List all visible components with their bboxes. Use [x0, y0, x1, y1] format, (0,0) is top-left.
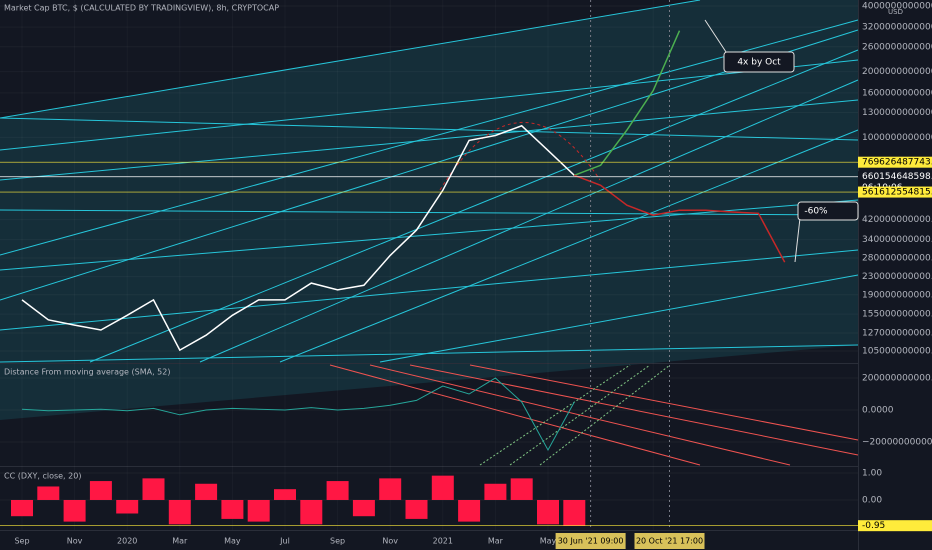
y-tick-label: 190000000000.0000 [862, 290, 932, 300]
y-tick-label: 0.0000 [862, 405, 894, 415]
bar [484, 483, 507, 500]
bar [510, 478, 533, 500]
bar [326, 481, 349, 500]
trendlines [0, 0, 859, 363]
bar [63, 499, 86, 522]
bar [405, 499, 428, 519]
series-line [574, 30, 681, 177]
x-tick-label: May [540, 537, 557, 546]
series-line [21, 124, 575, 352]
y-tick-label: 1300000000000.0000 [862, 108, 932, 118]
x-tick-label: Sep [14, 537, 29, 546]
price-tag [858, 520, 932, 532]
bar [563, 499, 586, 526]
bar [274, 489, 296, 500]
y-tick-label: 105000000000.0000 [862, 347, 932, 357]
indicator-channels [329, 364, 859, 466]
annotation-text: 4x by Oct [737, 58, 781, 68]
marker-tag [634, 533, 705, 549]
price-tag-text: -0.95 [862, 521, 885, 531]
y-tick-label: 2600000000000.0000 [862, 42, 932, 52]
y-tick-label: 1600000000000.0000 [862, 88, 932, 98]
y-tick-label: −200000000000.0000 [862, 437, 932, 447]
y-tick-label: 200000000000.0000 [862, 373, 932, 383]
price-tag [858, 186, 932, 198]
bar [458, 499, 481, 522]
y-tick-label: 127000000000.0000 [862, 328, 932, 338]
bar [116, 499, 139, 514]
x-tick-label: Sep [330, 537, 345, 546]
bar [168, 499, 191, 525]
bar [247, 499, 270, 522]
bar [431, 475, 454, 500]
price-tag-text: 561612554815.5931 [862, 188, 932, 198]
marker-label: 30 Jun '21 09:00 [558, 537, 624, 546]
y-tick-label: 230000000000.0000 [862, 272, 932, 282]
y-tick-label: 0.00 [862, 495, 882, 505]
x-tick-label: Nov [382, 537, 398, 546]
marker-tag [555, 533, 626, 549]
x-tick-label: Jul [279, 537, 290, 546]
bar [300, 499, 323, 525]
x-tick-label: 2020 [117, 537, 137, 546]
bar [37, 486, 60, 500]
y-tick-label: 1.00 [862, 468, 882, 478]
annotation: -60% [794, 201, 859, 263]
pane-title: Distance From moving average (SMA, 52) [4, 368, 170, 377]
series-line [21, 377, 575, 452]
bar [537, 499, 559, 525]
price-tag-text: 769626487743.6001 [862, 158, 932, 168]
bar [11, 499, 33, 517]
price-axis [858, 0, 932, 550]
bar [352, 499, 375, 517]
x-tick-label: Nov [67, 537, 83, 546]
bar [89, 481, 112, 500]
annotation-text: -60% [804, 207, 828, 217]
y-tick-label: 1000000000000.0000 [862, 133, 932, 143]
y-tick-label: 155000000000.0000 [862, 310, 932, 320]
price-tag [858, 156, 932, 168]
marker-label: 20 Oct '21 17:00 [636, 537, 703, 546]
y-tick-label: 420000000000.0000 [862, 215, 932, 225]
bar [195, 483, 218, 500]
y-tick-label: 340000000000.0000 [862, 235, 932, 245]
x-tick-label: Mar [172, 537, 188, 546]
x-tick-label: May [224, 537, 241, 546]
y-tick-label: 4000000000000.0000 [862, 1, 932, 11]
bar [142, 478, 165, 500]
annotation: 4x by Oct [704, 19, 795, 73]
bar [379, 478, 402, 500]
bar [221, 499, 244, 519]
chart-title: Market Cap BTC, $ (CALCULATED BY TRADING… [4, 4, 279, 13]
y-tick-label: 280000000000.0000 [862, 254, 932, 264]
x-tick-label: 2021 [433, 537, 453, 546]
y-tick-label: 3200000000000.0000 [862, 23, 932, 33]
unit-label: USD [888, 8, 903, 16]
pane-title: CC (DXY, close, 20) [4, 472, 81, 481]
price-tag-text: 660154648598.8501 [862, 172, 932, 182]
x-tick-label: Mar [488, 537, 504, 546]
